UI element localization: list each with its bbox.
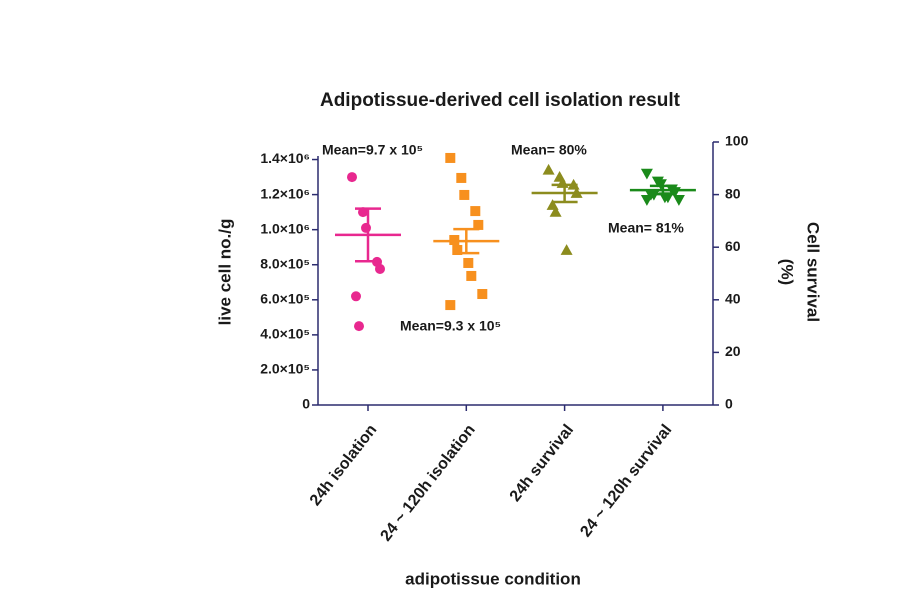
y2-tick-label: 80 [725,185,741,201]
data-point [449,235,460,246]
data-point [466,270,477,281]
data-point [456,172,467,183]
data-point [654,179,667,191]
data-point [570,187,583,198]
y2-tick-label: 0 [725,396,733,412]
y-tick-label: 8.0×10⁵ [260,255,310,271]
y2-tick-label: 40 [725,291,741,307]
y2-tick-label: 100 [725,133,749,149]
data-point [672,195,685,206]
mean-annotation: Mean=9.7 x 10⁵ [322,142,423,158]
y2-axis-title: Cell survival [804,222,823,322]
data-point [560,244,573,255]
data-point [542,163,555,175]
y2-tick-label: 20 [725,343,741,359]
y-tick-label: 0 [302,396,310,412]
data-point [347,172,357,183]
mean-annotation: Mean= 80% [511,142,587,158]
data-point [445,152,456,163]
y-tick-label: 1.0×10⁶ [260,220,310,236]
data-point [470,206,481,217]
data-point [354,321,364,332]
y-tick-label: 2.0×10⁵ [260,361,310,377]
x-tick-label: 24 ~ 120h survival [577,422,675,541]
data-point [567,178,580,190]
data-point [445,300,456,311]
y2-axis-title: (%) [778,259,797,285]
y-axis-title: live cell no./g [215,219,234,326]
mean-annotation: Mean=9.3 x 10⁵ [400,318,501,334]
y-tick-label: 4.0×10⁵ [260,326,310,342]
y2-tick-label: 60 [725,238,741,254]
data-point [463,257,474,268]
chart-title: Adipotissue-derived cell isolation resul… [320,90,681,111]
data-point [358,207,368,218]
data-point [473,219,484,230]
y-tick-label: 6.0×10⁵ [260,291,310,307]
data-point [351,291,361,302]
mean-annotation: Mean= 81% [608,220,684,236]
data-point [375,263,385,274]
x-tick-label: 24 ~ 120h isolation [378,422,479,545]
x-axis-title: adipotissue condition [405,569,581,588]
data-point [477,289,488,300]
data-point [556,177,569,188]
data-point [661,192,674,204]
y-tick-label: 1.4×10⁶ [260,150,310,166]
x-tick-label: 24h isolation [307,422,381,510]
data-point [361,222,371,233]
x-tick-label: 24h survival [507,422,577,505]
data-point [549,205,562,217]
data-point [647,189,660,201]
data-point [640,195,653,206]
data-point [640,168,653,180]
y-tick-label: 1.2×10⁶ [260,185,310,201]
data-point [668,187,681,198]
data-point [452,245,463,256]
data-point [459,189,470,200]
